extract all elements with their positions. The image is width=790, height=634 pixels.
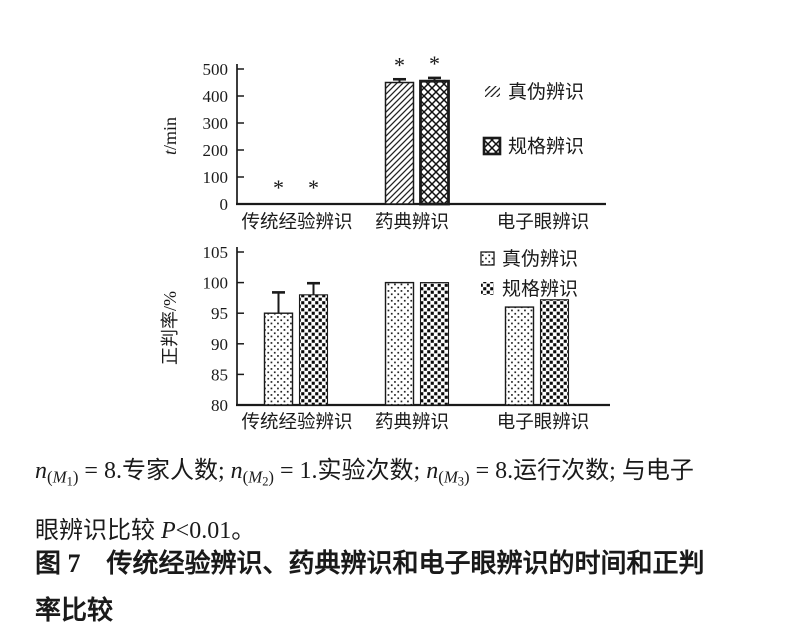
category-label: 传统经验辨识: [241, 212, 352, 233]
category-label: 药典辨识: [375, 212, 449, 233]
y-tick-label: 300: [203, 114, 229, 133]
figure-caption: 图 7 传统经验辨识、药典辨识和电子眼辨识的时间和正判 率比较: [35, 549, 705, 625]
note-segment: = 8.运行次数; 与电子: [469, 458, 694, 484]
bar: [384, 81, 415, 205]
sig-asterisk: *: [394, 52, 405, 77]
legend-label: 真伪辨识: [502, 248, 578, 270]
note-segment: M: [52, 467, 67, 487]
note-segment: M: [248, 467, 263, 487]
note-segment: <0.01。: [175, 518, 256, 545]
sig-asterisk: *: [429, 51, 440, 76]
time-chart: 0 100 200 300 400 500 t/min 传统经验辨识 药典辨识 电子眼辨识 * * * *…: [160, 51, 606, 233]
y-tick-label: 105: [203, 245, 229, 262]
y-tick-label: 80: [211, 396, 228, 415]
note-segment: 1: [66, 474, 73, 489]
category-label: 电子眼辨识: [497, 412, 590, 433]
stat-note: n(M1) = 8.专家人数; n(M2) = 1.实验次数; n(M3) = …: [35, 446, 775, 556]
bar: [298, 294, 329, 406]
category-label: 电子眼辨识: [497, 212, 590, 233]
legend-swatch: [480, 251, 495, 266]
note-segment: 眼辨识比较: [35, 518, 161, 545]
note-segment: M: [443, 467, 458, 487]
bar: [384, 281, 415, 406]
note-segment: 2: [262, 474, 269, 489]
y-tick-label: 100: [203, 168, 229, 187]
note-segment: = 8.专家人数;: [78, 458, 231, 484]
y-tick-label: 100: [203, 274, 229, 293]
y-tick-label: 500: [203, 60, 229, 79]
bar: [419, 282, 450, 406]
y-tick-label: 0: [220, 195, 229, 214]
y-tick-label: 400: [203, 87, 229, 106]
note-segment: ): [268, 467, 275, 487]
y-tick-label: 95: [211, 304, 228, 323]
note-segment: (: [438, 467, 444, 487]
legend-label: 规格辨识: [502, 278, 578, 300]
y-tick-label: 200: [203, 141, 229, 160]
note-segment: ): [72, 467, 79, 487]
note-segment: P: [161, 518, 176, 545]
legend-label: 真伪辨识: [508, 81, 584, 103]
legend-swatch: [485, 86, 500, 97]
bar: [504, 306, 535, 406]
y-tick-label: 85: [211, 365, 228, 384]
note-segment: = 1.实验次数;: [274, 458, 427, 484]
y-axis-title: t/min: [160, 117, 180, 155]
note-segment: ): [464, 467, 470, 487]
y-axis-title: 正判率/%: [160, 291, 180, 365]
note-segment: n: [35, 458, 47, 484]
sig-asterisk: *: [273, 175, 284, 200]
category-label: 传统经验辨识: [241, 412, 352, 433]
bar: [263, 312, 294, 406]
y-tick-label: 90: [211, 335, 228, 354]
legend-swatch: [482, 136, 502, 156]
note-segment: n: [230, 458, 243, 484]
category-label: 药典辨识: [375, 412, 449, 433]
bar: [539, 299, 570, 406]
legend-swatch: [481, 282, 494, 295]
note-segment: n: [426, 458, 439, 484]
bar: [419, 79, 450, 206]
accuracy-chart: 80 85 90 95 100 105 正判率/% 传统经验辨识 药典辨识 电子眼辨识 真伪辨识规格…: [160, 245, 610, 433]
legend-label: 规格辨识: [508, 136, 584, 158]
note-segment: (: [47, 467, 53, 487]
note-segment: 3: [457, 474, 465, 489]
note-segment: (: [242, 467, 249, 487]
sig-asterisk: *: [308, 175, 319, 200]
